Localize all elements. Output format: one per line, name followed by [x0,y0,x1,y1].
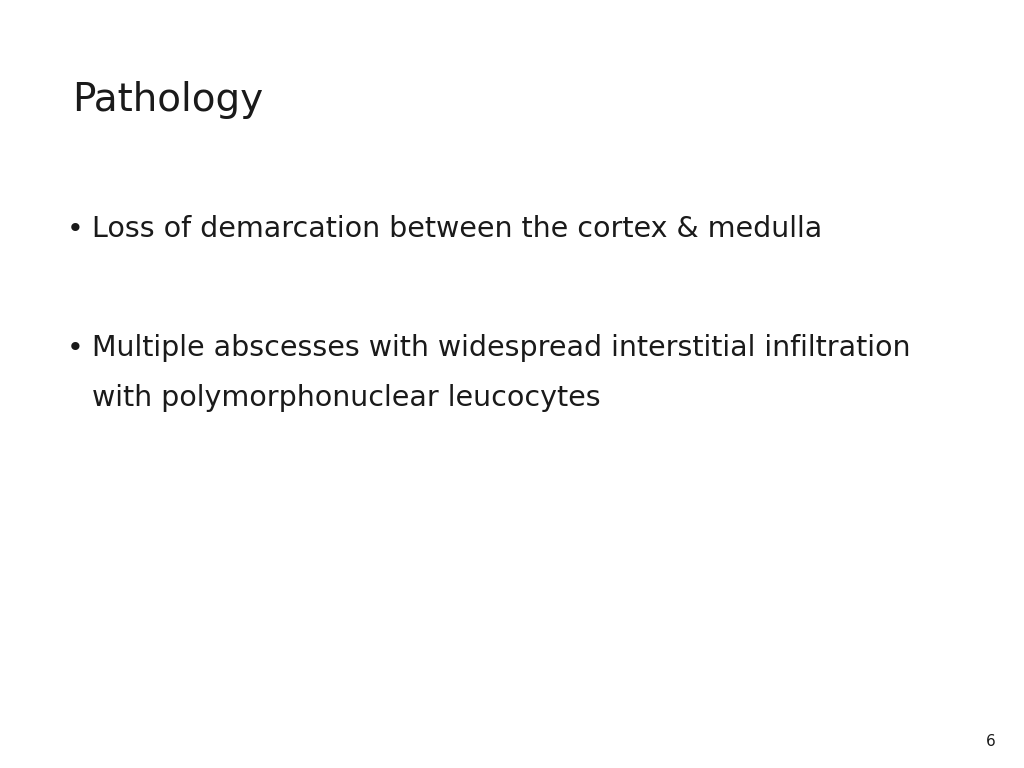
Text: with polymorphonuclear leucocytes: with polymorphonuclear leucocytes [92,384,601,412]
Text: Multiple abscesses with widespread interstitial infiltration: Multiple abscesses with widespread inter… [92,334,910,362]
Text: Loss of demarcation between the cortex & medulla: Loss of demarcation between the cortex &… [92,215,822,243]
Text: •: • [67,215,83,243]
Text: 6: 6 [985,733,995,749]
Text: •: • [67,334,83,362]
Text: Pathology: Pathology [72,81,263,118]
